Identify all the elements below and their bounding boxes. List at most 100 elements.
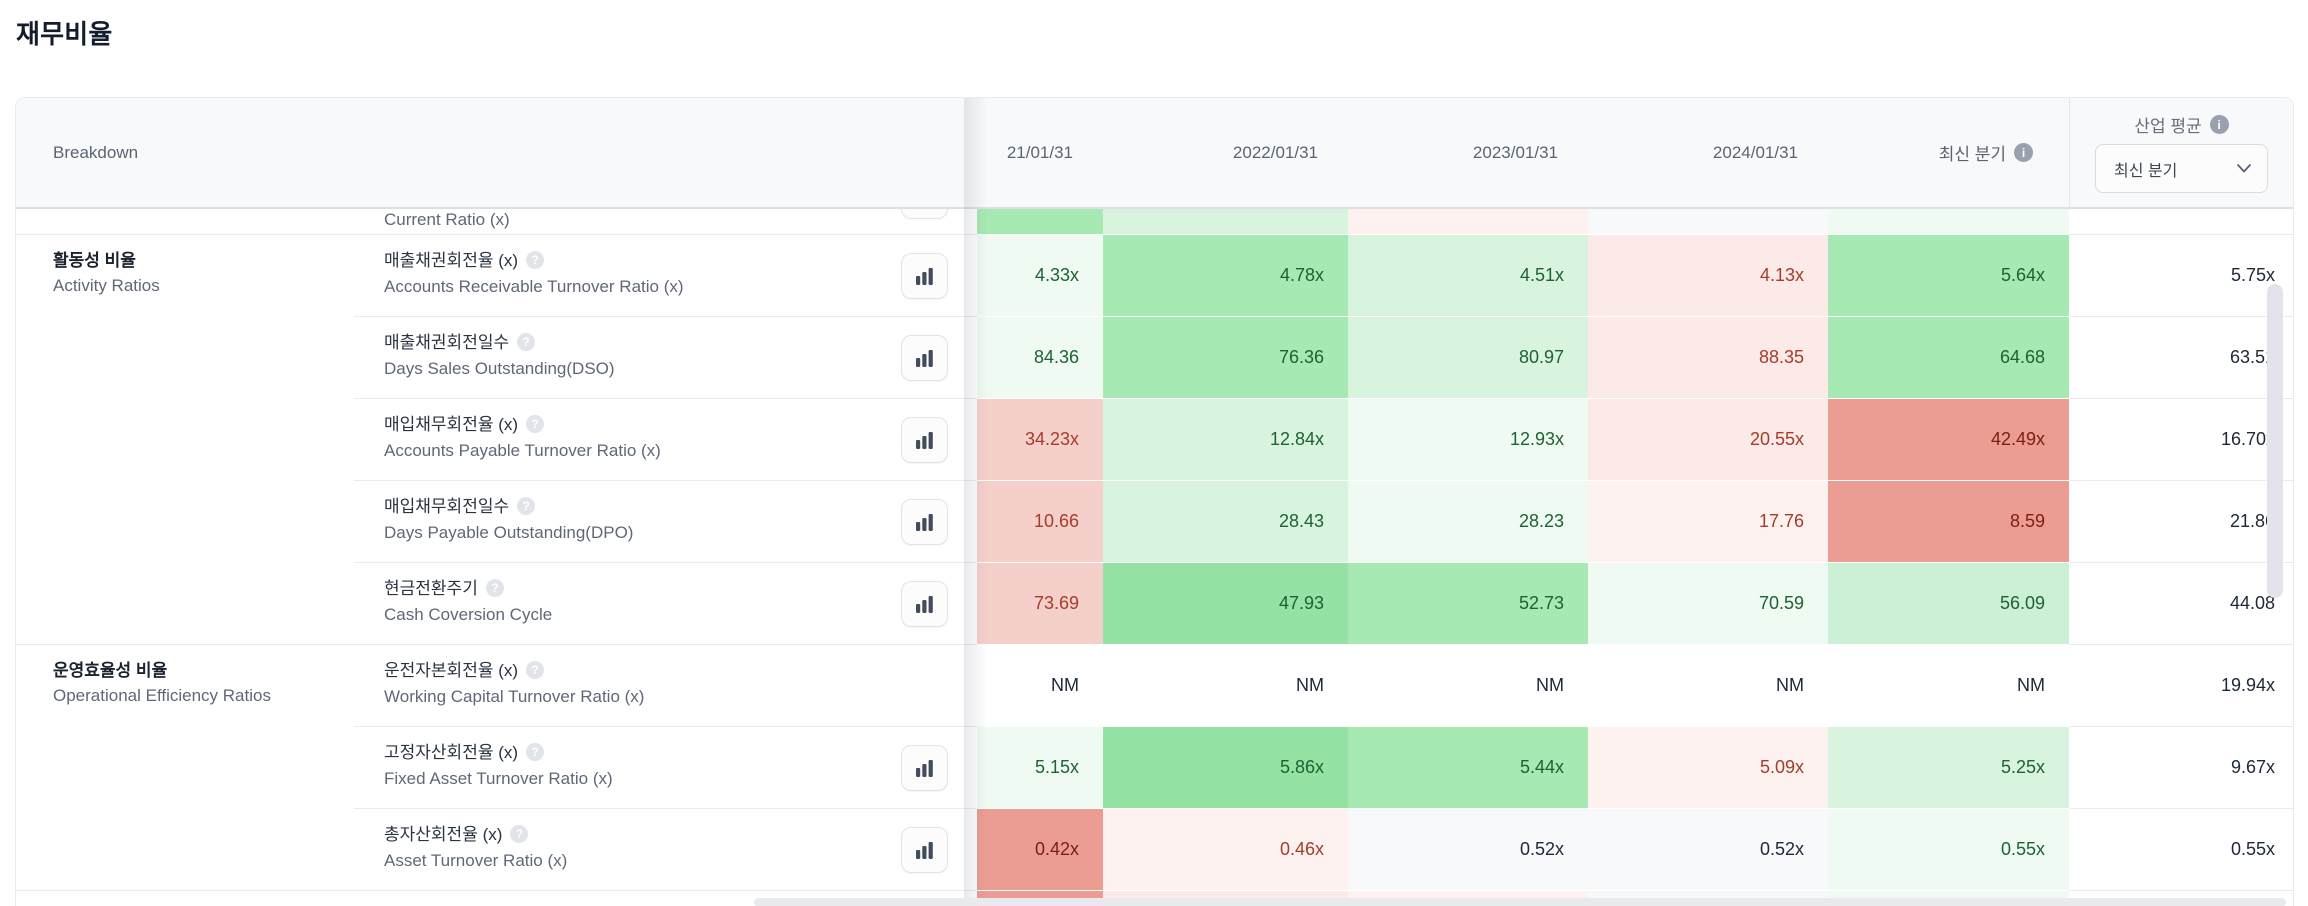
- table-cell-value: NM: [1103, 644, 1348, 726]
- row-label-ko: 현금전환주기?: [384, 576, 964, 602]
- table-cell-value: 20.55x: [1588, 398, 1828, 480]
- section-cell: 운영효율성 비율 Operational Efficiency Ratios: [16, 644, 354, 726]
- chart-button[interactable]: [901, 253, 948, 299]
- help-icon[interactable]: ?: [517, 497, 536, 515]
- row-spacer: [964, 726, 977, 808]
- table-row: 활동성 비율 Activity Ratios 매출채권회전율 (x)? Account…: [16, 234, 2293, 316]
- row-label-cell: 고정자산회전율 (x)? Fixed Asset Turnover Ratio (…: [354, 726, 964, 808]
- table-cell-value: 84.36: [977, 316, 1103, 398]
- table-cell-value: 88.35: [1588, 316, 1828, 398]
- help-icon[interactable]: ?: [485, 579, 504, 597]
- row-label-en: Days Payable Outstanding(DPO): [384, 523, 634, 542]
- section-title-ko: 운영효율성 비율: [53, 661, 168, 680]
- table-cell-value: NM: [1828, 644, 2069, 726]
- help-icon[interactable]: ?: [526, 415, 545, 433]
- table-cell: [2069, 209, 2293, 234]
- row-label-ko: 매출채권회전일수?: [384, 330, 964, 356]
- table-cell-value: 28.43: [1103, 480, 1348, 562]
- financial-ratios-table: Breakdown 21/01/31 2022/01/31 2023/01/31…: [15, 97, 2294, 906]
- bar-chart-icon: [916, 431, 933, 449]
- column-header-latest-quarter: 최신 분기 i: [1828, 98, 2069, 207]
- section-cell: [16, 316, 354, 398]
- row-label-en: Current Ratio (x): [384, 210, 510, 229]
- row-label-en: Fixed Asset Turnover Ratio (x): [384, 769, 613, 788]
- table-row: 매입채무회전율 (x)? Accounts Payable Turnover Ra…: [16, 398, 2293, 480]
- table-cell-value: 5.25x: [1828, 726, 2069, 808]
- chart-button[interactable]: [901, 499, 948, 545]
- row-label-cell: 매출채권회전일수? Days Sales Outstanding(DSO): [354, 316, 964, 398]
- row-label-en: Working Capital Turnover Ratio (x): [384, 687, 645, 706]
- row-label-en: Asset Turnover Ratio (x): [384, 851, 568, 870]
- row-label-en: Days Sales Outstanding(DSO): [384, 359, 615, 378]
- bar-chart-icon: [916, 513, 933, 531]
- section-title-en: Activity Ratios: [53, 276, 160, 295]
- help-icon[interactable]: ?: [517, 333, 536, 351]
- table-cell-value: 10.66: [977, 480, 1103, 562]
- breakdown-column-header: Breakdown: [53, 142, 139, 162]
- row-spacer: [964, 398, 977, 480]
- section-cell: [16, 398, 354, 480]
- table-cell: [977, 209, 1103, 234]
- section-cell: [16, 726, 354, 808]
- table-cell-value: 56.09: [1828, 562, 2069, 644]
- table-cell-value: NM: [977, 644, 1103, 726]
- table-cell-value: 42.49x: [1828, 398, 2069, 480]
- table-cell-value: 0.46x: [1103, 808, 1348, 890]
- chart-button[interactable]: [901, 335, 948, 381]
- chart-button[interactable]: [901, 209, 948, 219]
- row-label-en: Accounts Payable Turnover Ratio (x): [384, 441, 661, 460]
- chart-button[interactable]: [901, 827, 948, 873]
- bar-chart-icon: [916, 267, 933, 285]
- horizontal-scrollbar-thumb[interactable]: [754, 898, 2286, 906]
- help-icon[interactable]: ?: [526, 661, 545, 679]
- table-row: 총자산회전율 (x)? Asset Turnover Ratio (x) 0.42x…: [16, 808, 2293, 890]
- table-cell-value: 64.68: [1828, 316, 2069, 398]
- table-cell-value: 12.84x: [1103, 398, 1348, 480]
- section-cell: 활동성 비율 Activity Ratios: [16, 234, 354, 316]
- table-cell-value: 8.59: [1828, 480, 2069, 562]
- help-icon[interactable]: ?: [510, 825, 529, 843]
- table-cell-value: 5.09x: [1588, 726, 1828, 808]
- section-title-ko: 활동성 비율: [53, 251, 136, 270]
- table-cell-value: 12.93x: [1348, 398, 1588, 480]
- industry-average-column-header: 산업 평균 i 최신 분기: [2069, 98, 2293, 207]
- row-spacer: [964, 644, 977, 726]
- column-header-2023: 2023/01/31: [1472, 142, 1558, 162]
- table-cell-value: 5.86x: [1103, 726, 1348, 808]
- table-cell: [1348, 209, 1588, 234]
- table-cell-value: 76.36: [1103, 316, 1348, 398]
- table-cell-value: 80.97: [1348, 316, 1588, 398]
- table-body: Current Ratio (x) 활동성 비율 Activity Ratios 매출…: [16, 209, 2293, 906]
- row-label-ko: 매입채무회전일수?: [384, 494, 964, 520]
- chart-button[interactable]: [901, 417, 948, 463]
- table-cell-value: 4.51x: [1348, 234, 1588, 316]
- chart-button[interactable]: [901, 581, 948, 627]
- table-cell: [1828, 209, 2069, 234]
- industry-period-dropdown[interactable]: 최신 분기: [2095, 144, 2268, 193]
- row-label-en: Cash Coversion Cycle: [384, 605, 553, 624]
- industry-average-value: 16.70x: [2069, 398, 2293, 480]
- row-spacer: [964, 234, 977, 316]
- table-cell-value: 17.76: [1588, 480, 1828, 562]
- row-spacer: [964, 562, 977, 644]
- industry-average-info-icon[interactable]: i: [2209, 115, 2229, 134]
- chart-button[interactable]: [901, 745, 948, 791]
- row-label-cell: 매입채무회전일수? Days Payable Outstanding(DPO): [354, 480, 964, 562]
- row-spacer: [964, 480, 977, 562]
- row-spacer: [964, 808, 977, 890]
- row-label-ko: 매출채권회전율 (x)?: [384, 248, 964, 274]
- help-icon[interactable]: ?: [526, 743, 545, 761]
- help-icon[interactable]: ?: [526, 251, 545, 269]
- vertical-scrollbar-thumb[interactable]: [2267, 284, 2283, 598]
- table-row: 매입채무회전일수? Days Payable Outstanding(DPO) 10…: [16, 480, 2293, 562]
- row-label-cell: 총자산회전율 (x)? Asset Turnover Ratio (x): [354, 808, 964, 890]
- table-cell-value: 73.69: [977, 562, 1103, 644]
- industry-average-value: 5.75x: [2069, 234, 2293, 316]
- industry-average-value: 44.08: [2069, 562, 2293, 644]
- table-cell-value: NM: [1588, 644, 1828, 726]
- table-cell-value: 5.15x: [977, 726, 1103, 808]
- chevron-down-icon: [2237, 164, 2251, 173]
- latest-quarter-label: 최신 분기: [1938, 145, 2006, 164]
- latest-quarter-info-icon[interactable]: i: [2014, 143, 2033, 162]
- table-cell-value: 0.55x: [1828, 808, 2069, 890]
